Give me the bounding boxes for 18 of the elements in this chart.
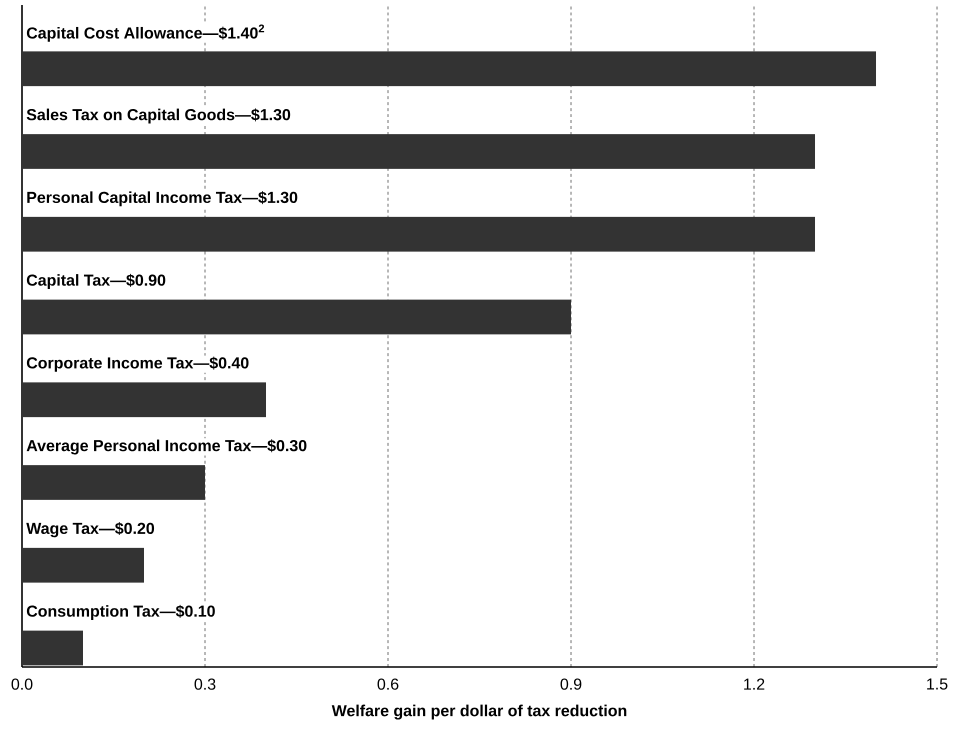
x-tick-label: 0.0 <box>12 678 32 690</box>
x-tick-label: 0.3 <box>194 678 216 690</box>
y-tick-label: Sales Tax on Capital Goods—$1.30 <box>26 108 290 124</box>
bar <box>22 382 266 418</box>
y-tick-label: Personal Capital Income Tax—$1.30 <box>27 191 298 206</box>
y-tick-label: Wage Tax—$0.20 <box>26 522 154 538</box>
x-tick-label: 1.5 <box>927 678 948 690</box>
y-tick-label: Corporate Income Tax—$0.40 <box>26 356 249 372</box>
y-tick-label: Consumption Tax—$0.10 <box>26 604 215 620</box>
x-axis-title: Welfare gain per dollar of tax reduction <box>332 704 626 720</box>
y-tick-label: Capital Tax—$0.90 <box>26 274 166 289</box>
y-tick-label: Capital Cost Allowance—$1.40$^{2}$ <box>26 24 264 42</box>
y-tick-label: Average Personal Income Tax—$0.30 <box>26 439 306 454</box>
bar <box>22 548 144 583</box>
bar <box>22 630 83 666</box>
x-tick-label: 1.2 <box>744 678 764 690</box>
x-tick-label: 0.9 <box>560 678 582 690</box>
x-tick-label: 0.6 <box>378 678 398 690</box>
